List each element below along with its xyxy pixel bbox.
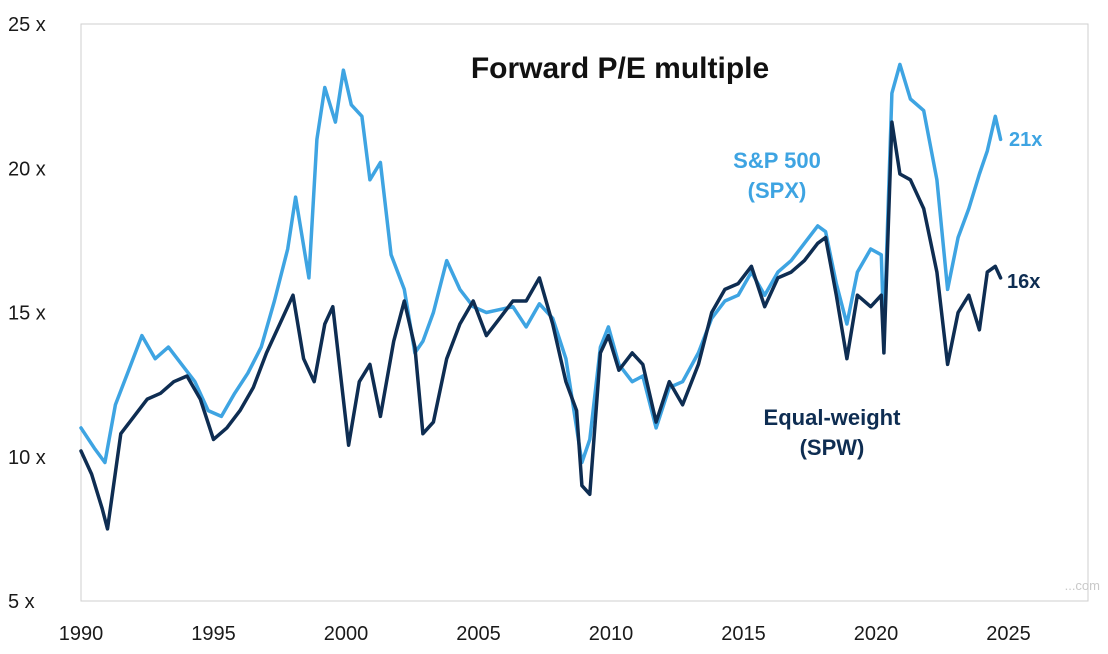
x-tick-label: 2025 bbox=[986, 623, 1031, 645]
y-tick-label: 15 x bbox=[8, 303, 46, 325]
x-tick-label: 2020 bbox=[854, 623, 899, 645]
x-tick-label: 2015 bbox=[721, 623, 766, 645]
x-tick-label: 2000 bbox=[324, 623, 369, 645]
y-tick-label: 5 x bbox=[8, 591, 35, 613]
spx-series-line bbox=[79, 62, 1003, 465]
series-name-labels: S&P 500 (SPX) Equal-weight (SPW) bbox=[733, 148, 901, 460]
spw-series-label: Equal-weight bbox=[764, 405, 902, 430]
spx-series-label: (SPX) bbox=[748, 178, 807, 203]
chart-title: Forward P/E multiple bbox=[471, 52, 769, 85]
y-tick-label: 10 x bbox=[8, 447, 46, 469]
spx-end-label: 21x bbox=[1009, 129, 1042, 151]
x-axis-ticks: 1990 1995 2000 2005 2010 2015 2020 2025 bbox=[59, 623, 1031, 645]
y-axis-ticks: 5 x 10 x 15 x 20 x 25 x bbox=[8, 14, 46, 613]
spx-series-label: S&P 500 bbox=[733, 148, 821, 173]
series-lines bbox=[79, 62, 1003, 531]
spw-series-label: (SPW) bbox=[800, 435, 865, 460]
y-tick-label: 20 x bbox=[8, 158, 46, 180]
x-tick-label: 2010 bbox=[589, 623, 634, 645]
y-tick-label: 25 x bbox=[8, 14, 46, 36]
x-tick-label: 1990 bbox=[59, 623, 104, 645]
x-tick-label: 2005 bbox=[456, 623, 501, 645]
plot-frame bbox=[80, 23, 1089, 602]
spw-end-label: 16x bbox=[1007, 271, 1040, 293]
series-end-labels: 21x 16x bbox=[1007, 129, 1042, 293]
x-tick-label: 1995 bbox=[191, 623, 236, 645]
watermark-text: ...com bbox=[1065, 578, 1100, 593]
spw-series-line bbox=[79, 120, 1003, 531]
